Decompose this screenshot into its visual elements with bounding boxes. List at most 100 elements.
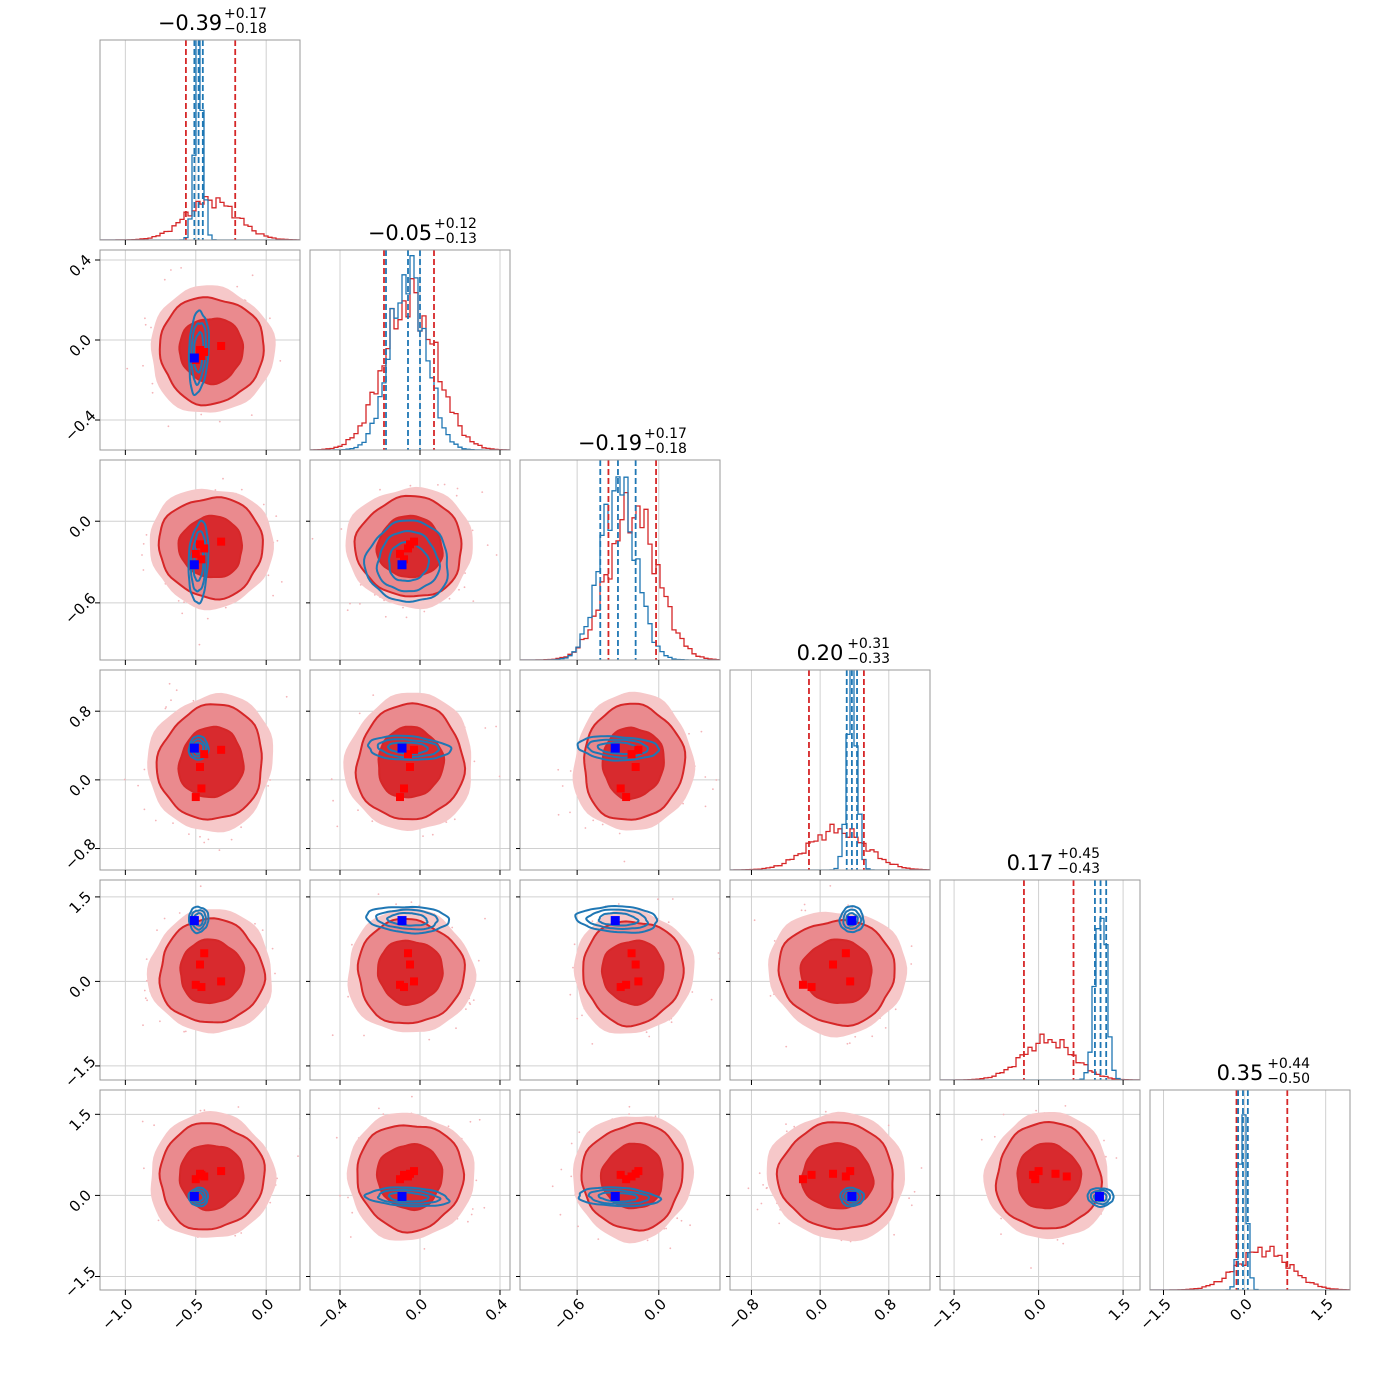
sample-dot: [200, 413, 203, 416]
panel-frame: [309, 879, 511, 1081]
sample-dot: [279, 360, 282, 362]
blue-contour-0: [363, 1186, 451, 1208]
red-marker: [627, 949, 636, 958]
sample-dot: [311, 537, 314, 540]
sample-dot: [123, 778, 126, 781]
y-tick-label: 0.0: [66, 1186, 96, 1216]
sample-dot: [592, 819, 595, 822]
sample-dot: [276, 1177, 278, 1180]
sample-dot: [409, 484, 412, 487]
sample-dot: [180, 267, 183, 269]
sample-dot: [665, 1227, 667, 1230]
sample-dot: [336, 825, 339, 828]
sample-dot: [178, 912, 181, 914]
sample-dot: [623, 860, 626, 863]
sample-dot: [1035, 1109, 1037, 1112]
sample-dot: [591, 1043, 594, 1045]
sample-dot: [405, 616, 408, 619]
sample-dot: [267, 785, 269, 787]
sample-dot: [203, 1109, 206, 1112]
sample-dot: [145, 958, 148, 960]
sample-dot: [669, 1247, 672, 1250]
sample-dot: [357, 809, 359, 812]
sample-dot: [1000, 1233, 1002, 1235]
blue-contour-0: [187, 519, 210, 605]
truth-marker: [397, 743, 407, 753]
panel-4-3: [730, 880, 930, 1080]
sample-dot: [670, 1021, 673, 1024]
sample-dot: [472, 600, 475, 602]
red-marker: [616, 1170, 625, 1179]
blue-contour-0: [1086, 1187, 1115, 1209]
sample-dot: [151, 391, 154, 394]
sample-dot: [645, 1031, 648, 1034]
sample-dot: [1030, 1267, 1032, 1269]
panel-5-0: [100, 1090, 300, 1290]
sample-dot: [351, 1211, 354, 1214]
red-histogram: [1150, 1245, 1350, 1290]
sample-dot: [472, 999, 475, 1001]
sample-dot: [206, 617, 209, 620]
sample-dot: [157, 1219, 160, 1222]
red-marker: [197, 1170, 206, 1179]
sample-dot: [269, 1201, 272, 1204]
x-tick-label: 0.0: [1226, 1295, 1256, 1325]
y-tick-label: −1.5: [61, 1052, 99, 1090]
red-marker: [197, 555, 206, 564]
sample-dot: [486, 544, 489, 546]
blue-histogram: [1150, 1114, 1350, 1290]
sample-dot: [559, 1213, 562, 1216]
sample-dot: [1115, 1157, 1118, 1159]
sample-dot: [165, 706, 168, 708]
sample-dot: [570, 1142, 573, 1145]
sample-dot: [753, 919, 756, 922]
red-marker: [410, 745, 418, 754]
sample-dot: [760, 1202, 763, 1205]
blue-contour-1: [842, 1189, 862, 1206]
red-marker: [196, 540, 204, 549]
blue-contour-1: [842, 908, 863, 930]
red-histogram: [310, 278, 510, 450]
x-tick-label: 0.0: [1020, 1295, 1050, 1325]
sample-dot: [628, 1113, 630, 1115]
red-marker: [191, 793, 200, 802]
sample-dot: [458, 588, 460, 591]
panel-frame: [99, 879, 301, 1081]
panel-5-3: [730, 1090, 930, 1290]
panel-5-5: [1150, 1090, 1350, 1290]
sample-dot: [475, 1179, 478, 1182]
red-marker: [631, 960, 640, 969]
sample-dot: [676, 1217, 679, 1220]
red-marker: [200, 750, 209, 759]
red-marker: [217, 745, 226, 754]
y-tick-label: −0.4: [61, 406, 99, 444]
sample-dot: [141, 1120, 144, 1123]
red-contour-2: [799, 938, 873, 1005]
sample-dot: [154, 819, 157, 822]
x-tick-label: −0.4: [313, 1295, 351, 1333]
panel-frame: [519, 879, 721, 1081]
sample-dot: [163, 917, 166, 920]
panel-3-0: [100, 670, 300, 870]
red-marker: [798, 1175, 807, 1184]
red-contour-2: [376, 939, 444, 1007]
blue-contour-0: [187, 734, 210, 761]
blue-histogram: [520, 476, 720, 660]
sample-dot: [894, 1008, 897, 1011]
blue-contour-0: [839, 1186, 865, 1208]
truth-marker: [397, 560, 407, 570]
sample-dot: [126, 367, 129, 370]
blue-contour-0: [576, 735, 661, 762]
sample-dot: [142, 364, 144, 367]
red-marker: [396, 1175, 404, 1184]
sample-dot: [584, 827, 587, 829]
blue-contour-0: [187, 309, 211, 397]
sample-dot: [250, 414, 253, 416]
red-marker: [846, 977, 855, 986]
sample-dot: [423, 1248, 426, 1250]
sample-dot: [240, 1232, 243, 1234]
sample-dot: [199, 1109, 202, 1112]
y-tick-label: −0.6: [61, 589, 99, 627]
sample-dot: [712, 788, 714, 790]
sample-dot: [143, 989, 146, 992]
